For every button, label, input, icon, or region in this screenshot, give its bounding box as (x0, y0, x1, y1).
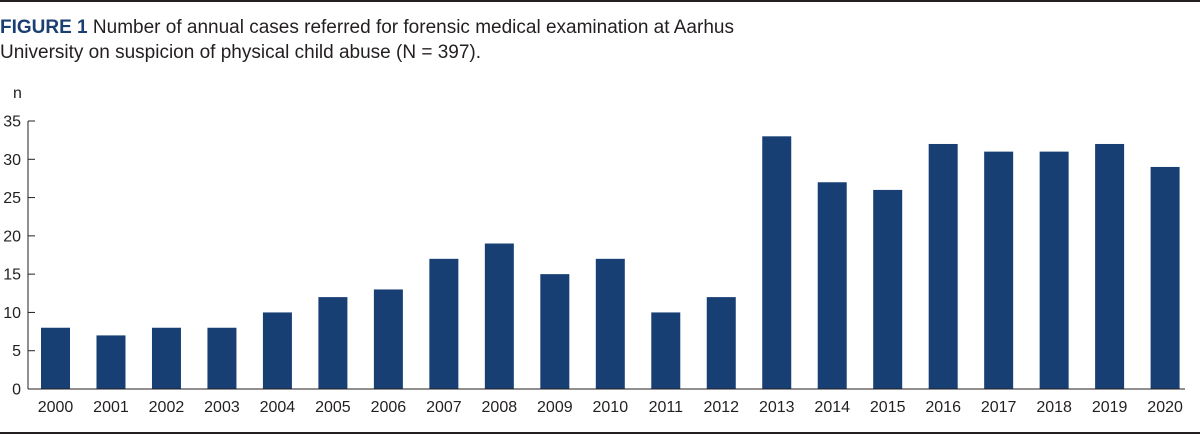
bar-2007 (429, 258, 459, 389)
x-tick-label: 2014 (814, 399, 850, 416)
top-rule (0, 0, 1200, 2)
x-tick-label: 2009 (537, 399, 573, 416)
y-axis-label: n (13, 85, 22, 102)
y-tick-label: 0 (12, 382, 21, 399)
bars (41, 136, 1180, 389)
y-tick-label: 25 (3, 190, 21, 207)
x-tick-label: 2001 (93, 399, 129, 416)
bar-2012 (706, 297, 736, 389)
x-tick-label: 2004 (260, 399, 296, 416)
y-tick-label: 15 (3, 267, 21, 284)
y-tick-label: 5 (12, 343, 21, 360)
bar-2010 (595, 258, 625, 389)
x-tick-label: 2005 (315, 399, 351, 416)
bar-2004 (262, 312, 292, 389)
x-tick-label: 2008 (482, 399, 518, 416)
bar-2014 (817, 182, 847, 389)
x-tick-label: 2011 (649, 399, 684, 416)
y-tick-label: 30 (3, 152, 21, 169)
bar-2003 (207, 327, 237, 389)
bar-2011 (651, 312, 681, 389)
bottom-rule (0, 432, 1200, 434)
x-tick-label: 2016 (925, 399, 961, 416)
caption-text: Number of annual cases referred for fore… (0, 17, 734, 63)
bar-2019 (1095, 143, 1125, 389)
y-tick-label: 10 (3, 305, 21, 322)
x-tick-label: 2002 (149, 399, 185, 416)
x-tick-label: 2010 (593, 399, 629, 416)
y-axis: 0 5 10 15 20 25 30 35 (3, 114, 35, 399)
figure-caption: FIGURE 1 Number of annual cases referred… (0, 15, 760, 65)
x-tick-label: 2006 (371, 399, 407, 416)
x-tick-label: 2020 (1147, 399, 1183, 416)
bar-2005 (318, 297, 348, 389)
bar-2015 (873, 189, 903, 389)
bar-2016 (928, 143, 958, 389)
x-axis: 2000 2001 2002 2003 2004 2005 2006 2007 2008 2009… (28, 388, 1185, 416)
x-tick-label: 2013 (759, 399, 795, 416)
bar-2000 (41, 327, 70, 389)
bar-2008 (484, 243, 514, 389)
x-tick-label: 2003 (204, 399, 240, 416)
x-tick-label: 2018 (1036, 399, 1072, 416)
x-tick-label: 2012 (703, 399, 739, 416)
bar-2020 (1150, 166, 1180, 389)
bar-2013 (762, 136, 792, 389)
bar-2002 (151, 327, 181, 389)
x-tick-label: 2007 (426, 399, 462, 416)
x-tick-label: 2000 (38, 399, 74, 416)
x-tick-label: 2017 (981, 399, 1017, 416)
bar-2006 (373, 289, 403, 389)
y-tick-label: 35 (3, 114, 21, 131)
bar-2001 (96, 335, 126, 389)
bar-2018 (1039, 151, 1069, 389)
x-tick-label: 2019 (1092, 399, 1128, 416)
bar-2017 (984, 151, 1014, 389)
figure-label: FIGURE 1 (0, 17, 88, 38)
bar-2009 (540, 274, 570, 389)
y-tick-label: 20 (3, 228, 21, 245)
x-tick-label: 2015 (870, 399, 906, 416)
